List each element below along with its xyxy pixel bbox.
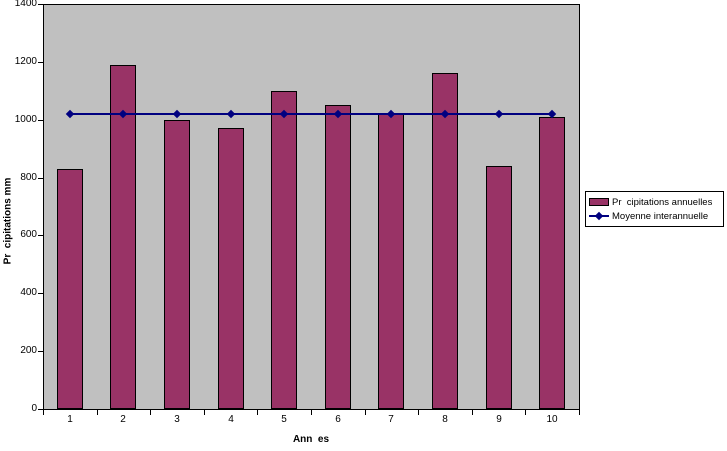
bar-annee-6 <box>325 105 351 409</box>
bar-annee-2 <box>110 65 136 409</box>
x-tick-mark <box>97 410 98 415</box>
bar-annee-5 <box>271 91 297 409</box>
y-tick-label: 1000 <box>14 114 37 125</box>
x-tick-label: 7 <box>388 414 394 425</box>
y-tick-label: 0 <box>31 403 37 414</box>
legend-item-moyenne: Moyenne interannuelle <box>589 209 721 223</box>
y-tick-mark <box>38 178 43 179</box>
x-tick-mark <box>43 410 44 415</box>
x-tick-label: 3 <box>174 414 180 425</box>
bar-annee-10 <box>539 117 565 409</box>
y-tick-label: 600 <box>20 229 37 240</box>
y-tick-label: 200 <box>20 345 37 356</box>
x-tick-mark <box>150 410 151 415</box>
x-tick-label: 2 <box>120 414 126 425</box>
legend-bar-swatch-icon <box>589 198 609 206</box>
y-tick-label: 400 <box>20 287 37 298</box>
x-tick-mark <box>365 410 366 415</box>
legend-label-moyenne: Moyenne interannuelle <box>612 210 709 222</box>
x-tick-mark <box>204 410 205 415</box>
x-tick-mark <box>472 410 473 415</box>
bar-annee-3 <box>164 120 190 409</box>
y-tick-mark <box>38 235 43 236</box>
y-tick-mark <box>38 62 43 63</box>
x-tick-label: 1 <box>67 414 73 425</box>
x-tick-label: 8 <box>442 414 448 425</box>
legend-diamond-icon <box>594 211 604 221</box>
x-tick-mark <box>418 410 419 415</box>
legend-item-precipitations: Pr cipitations annuelles <box>589 195 721 209</box>
y-tick-mark <box>38 351 43 352</box>
x-tick-mark <box>579 410 580 415</box>
x-tick-label: 4 <box>228 414 234 425</box>
moyenne-marker-icon <box>226 109 236 119</box>
legend-line-swatch-icon <box>589 211 609 221</box>
y-tick-mark <box>38 4 43 5</box>
moyenne-marker-icon <box>172 109 182 119</box>
y-tick-mark <box>38 409 43 410</box>
bar-annee-8 <box>432 73 458 409</box>
x-tick-label: 5 <box>281 414 287 425</box>
y-tick-label: 1200 <box>14 56 37 67</box>
x-axis-title: Ann es <box>292 434 330 445</box>
bar-annee-9 <box>486 166 512 409</box>
bar-annee-4 <box>218 128 244 409</box>
legend-label-precipitations: Pr cipitations annuelles <box>612 196 713 208</box>
x-tick-mark <box>525 410 526 415</box>
x-tick-mark <box>257 410 258 415</box>
x-tick-mark <box>311 410 312 415</box>
moyenne-line <box>70 113 552 115</box>
y-tick-mark <box>38 120 43 121</box>
moyenne-marker-icon <box>65 109 75 119</box>
y-axis-title: Pr cipitations mm <box>2 177 14 265</box>
x-tick-label: 10 <box>546 414 558 425</box>
bar-annee-1 <box>57 169 83 409</box>
bar-annee-7 <box>378 114 404 409</box>
x-tick-label: 9 <box>496 414 502 425</box>
y-tick-mark <box>38 293 43 294</box>
y-tick-label: 1400 <box>14 0 37 9</box>
legend: Pr cipitations annuelles Moyenne interan… <box>585 191 724 227</box>
y-tick-label: 800 <box>20 172 37 183</box>
x-tick-label: 6 <box>335 414 341 425</box>
moyenne-marker-icon <box>494 109 504 119</box>
